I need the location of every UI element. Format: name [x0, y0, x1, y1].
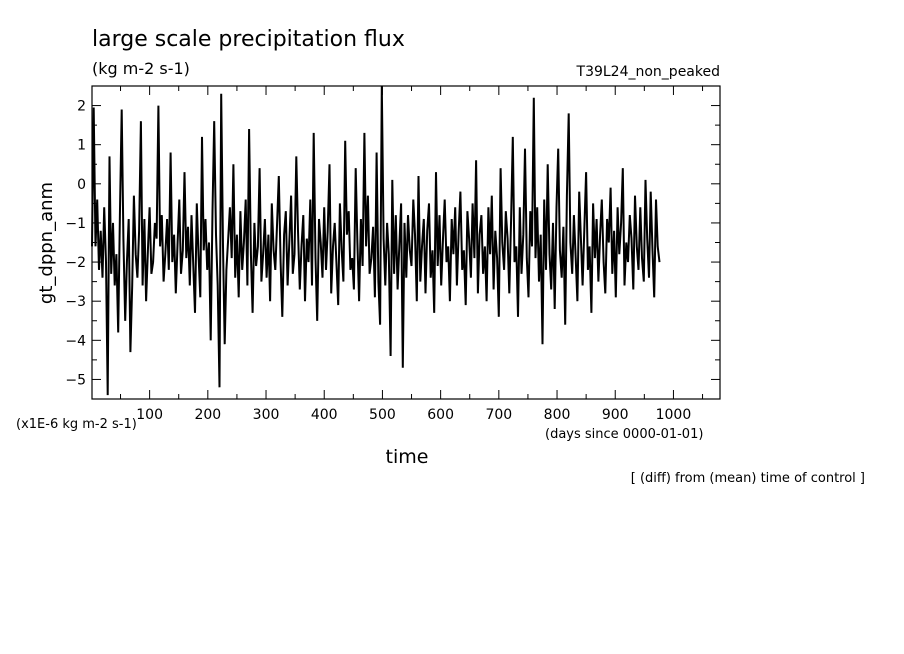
x-tick-label: 100	[136, 407, 163, 423]
y-unit-note: (x1E-6 kg m-2 s-1)	[16, 417, 137, 432]
y-tick-label: −2	[65, 255, 86, 271]
y-tick-label: −5	[65, 372, 86, 388]
y-tick-label: 2	[77, 99, 86, 115]
x-tick-label: 800	[544, 407, 571, 423]
y-axis-label: gt_dppn_anm	[36, 182, 57, 304]
x-tick-label: 500	[369, 407, 396, 423]
x-tick-label: 1000	[656, 407, 692, 423]
x-tick-label: 300	[253, 407, 280, 423]
x-tick-label: 200	[194, 407, 221, 423]
x-axis-ticks: 100 200 300 400 500 600 700 800 900 1000	[120, 86, 704, 423]
run-label: T39L24_non_peaked	[576, 64, 720, 80]
y-tick-label: 0	[77, 177, 86, 193]
chart-subtitle: (kg m-2 s-1)	[92, 59, 190, 78]
x-axis-label: time	[386, 446, 429, 468]
footnote: [ (diff) from (mean) time of control ]	[631, 471, 865, 486]
x-unit-note: (days since 0000-01-01)	[545, 427, 703, 442]
y-axis-ticks: 2 1 0 −1 −2 −3 −4 −5	[65, 85, 720, 400]
series-line	[91, 85, 661, 396]
x-tick-label: 600	[427, 407, 454, 423]
x-tick-label: 900	[602, 407, 629, 423]
y-tick-label: −1	[65, 216, 86, 232]
chart-title: large scale precipitation flux	[92, 27, 405, 52]
y-tick-label: 1	[77, 138, 86, 154]
x-tick-label: 700	[485, 407, 512, 423]
x-tick-label: 400	[311, 407, 338, 423]
y-tick-label: −4	[65, 333, 86, 349]
y-tick-label: −3	[65, 294, 86, 310]
